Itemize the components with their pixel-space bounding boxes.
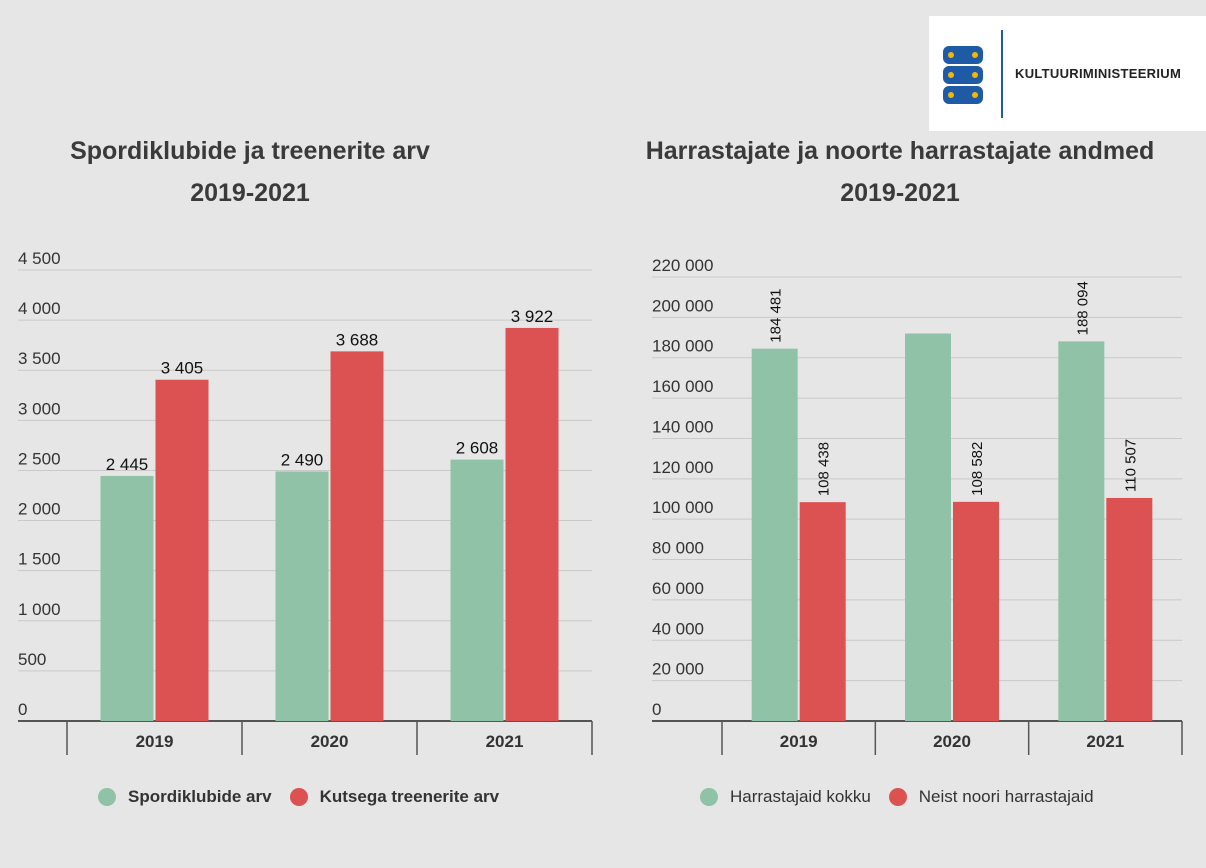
chart1-y-tick-label: 500 <box>18 650 46 669</box>
legend-item-treenerite: Kutsega treenerite arv <box>289 787 500 807</box>
chart2-data-label: 110 507 <box>1122 439 1139 492</box>
chart2-data-label: 184 481 <box>768 288 785 342</box>
chart1-x-tick-label: 2020 <box>311 732 349 751</box>
chart1-y-tick-label: 3 000 <box>18 399 61 418</box>
chart2-bar <box>905 333 951 721</box>
chart1-title-block: Spordiklubide ja treenerite arv 2019-202… <box>0 130 500 214</box>
chart1-x-tick-label: 2021 <box>486 732 524 751</box>
chart2-bar <box>1106 497 1153 721</box>
chart1-data-label: 2 490 <box>281 450 324 469</box>
chart1-y-tick-label: 2 000 <box>18 500 61 519</box>
chart1-y-tick-label: 1 500 <box>18 550 61 569</box>
chart1-y-tick-label: 4 000 <box>18 299 61 318</box>
chart2-title: Harrastajate ja noorte harrastajate andm… <box>645 137 1155 165</box>
chart2-data-label: 108 582 <box>969 442 986 496</box>
coat-of-arms-icon <box>943 46 983 104</box>
chart2-y-tick-label: 200 000 <box>652 296 713 315</box>
chart2-bar <box>1058 341 1105 721</box>
chart1-bar <box>155 379 209 721</box>
chart2-y-tick-label: 20 000 <box>652 660 704 679</box>
legend-item-spordiklubide: Spordiklubide arv <box>98 787 272 807</box>
chart1-y-tick-label: 1 000 <box>18 600 61 619</box>
legend-swatch-green <box>98 788 116 806</box>
legend-label: Neist noori harrastajaid <box>918 787 1094 806</box>
legend-swatch-green <box>700 788 718 806</box>
legend-label: Harrastajaid kokku <box>730 787 871 806</box>
chart2-y-tick-label: 120 000 <box>652 458 713 477</box>
chart1-y-tick-label: 2 500 <box>18 449 61 468</box>
chart1-y-tick-label: 3 500 <box>18 349 61 368</box>
chart1-bar <box>505 327 559 721</box>
chart1-x-tick-label: 2019 <box>136 732 174 751</box>
chart1-legend: Spordiklubide arv Kutsega treenerite arv <box>98 787 517 807</box>
chart2-data-label: 108 438 <box>816 442 833 496</box>
chart1-data-label: 3 405 <box>161 359 204 378</box>
chart2-bar <box>799 502 846 721</box>
chart2-x-tick-label: 2021 <box>1086 732 1124 751</box>
chart2-y-tick-label: 180 000 <box>652 337 713 356</box>
chart2-legend: Harrastajaid kokku Neist noori harrastaj… <box>700 787 1112 807</box>
chart2-y-tick-label: 0 <box>652 700 661 719</box>
chart1-bar <box>275 471 329 721</box>
legend-item-harrastajaid: Harrastajaid kokku <box>700 787 871 807</box>
chart2-x-tick-label: 2019 <box>780 732 818 751</box>
legend-label: Kutsega treenerite arv <box>319 787 500 806</box>
legend-label: Spordiklubide arv <box>128 787 272 806</box>
chart2-bar <box>953 501 999 721</box>
legend-item-noori: Neist noori harrastajaid <box>888 787 1094 807</box>
chart2-x-tick-label: 2020 <box>933 732 971 751</box>
chart1-data-label: 3 922 <box>511 307 554 326</box>
chart1-bar <box>330 351 384 721</box>
chart1-y-tick-label: 0 <box>18 700 27 719</box>
chart1-bar <box>100 475 154 721</box>
legend-swatch-red <box>888 788 907 806</box>
chart2-title-block: Harrastajate ja noorte harrastajate andm… <box>600 130 1200 214</box>
chart1-data-label: 3 688 <box>336 330 379 349</box>
chart1-title: Spordiklubide ja treenerite arv <box>70 137 430 165</box>
chart2-bar <box>751 348 798 721</box>
chart2-y-tick-label: 140 000 <box>652 417 713 436</box>
logo-text: KULTUURIMINISTEERIUM <box>1015 66 1182 81</box>
chart1-subtitle: 2019-2021 <box>190 179 310 207</box>
chart1-data-label: 2 608 <box>456 439 499 458</box>
chart2-y-tick-label: 160 000 <box>652 377 713 396</box>
legend-swatch-red <box>289 788 308 806</box>
chart1-bar <box>450 459 504 721</box>
chart2-y-tick-label: 60 000 <box>652 579 704 598</box>
logo-box: KULTUURIMINISTEERIUM <box>929 16 1206 131</box>
chart2-data-label: 188 094 <box>1074 281 1091 335</box>
chart1-data-label: 2 445 <box>106 455 149 474</box>
chart2-subtitle: 2019-2021 <box>840 179 960 207</box>
chart2-y-tick-label: 40 000 <box>652 619 704 638</box>
logo-divider <box>1001 30 1003 118</box>
chart1-y-tick-label: 4 500 <box>18 249 61 268</box>
chart2-y-tick-label: 100 000 <box>652 498 713 517</box>
chart2-y-tick-label: 220 000 <box>652 256 713 275</box>
chart2-y-tick-label: 80 000 <box>652 539 704 558</box>
chart1-plot: 0 500 1 000 1 500 2 000 2 500 3 000 3 500 4 000 4… <box>18 249 593 755</box>
